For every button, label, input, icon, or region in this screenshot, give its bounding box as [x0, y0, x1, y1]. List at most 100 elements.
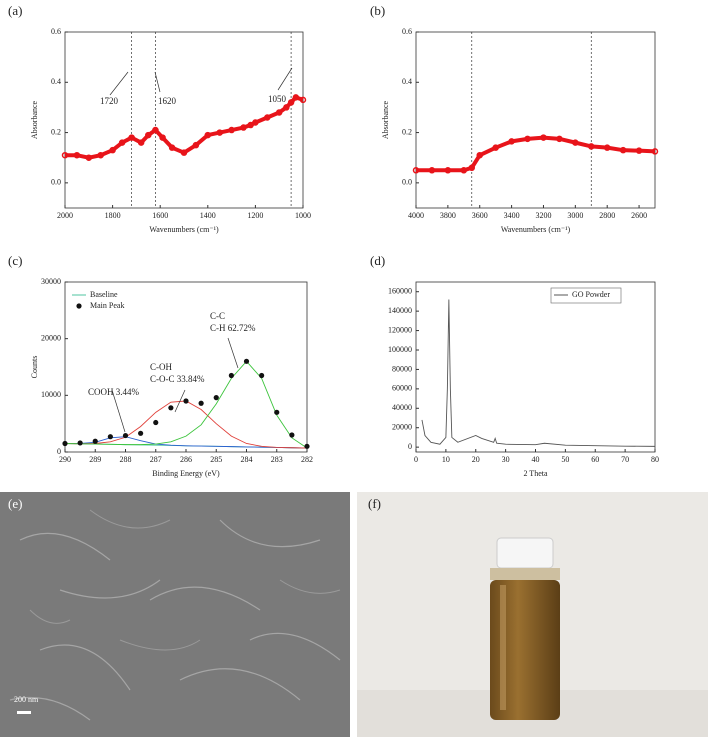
data-point	[198, 400, 204, 406]
data-point	[92, 438, 98, 444]
annotation: C-H 62.72%	[210, 323, 256, 333]
data-point	[476, 151, 483, 159]
x-tick-label: 282	[301, 455, 313, 464]
data-point	[588, 143, 595, 150]
panel-label: (f)	[368, 496, 381, 511]
data-point	[77, 440, 83, 446]
data-point	[264, 114, 271, 121]
series-line	[416, 135, 656, 173]
annotation-arrow	[174, 389, 186, 413]
data-point	[572, 139, 579, 146]
data-point	[492, 144, 499, 151]
x-tick-label: 3600	[472, 211, 488, 220]
y-tick-label: 0.4	[402, 77, 412, 86]
data-point	[540, 134, 547, 141]
x-tick-label: 2000	[57, 211, 73, 220]
annotation-arrow	[277, 67, 293, 91]
y-tick-label: 0.4	[51, 77, 61, 86]
series-line	[65, 95, 304, 160]
y-tick-label: 0.2	[402, 127, 412, 136]
data-point	[283, 104, 290, 111]
x-tick-label: 60	[591, 455, 599, 464]
x-tick-label: 70	[621, 455, 629, 464]
data-point	[289, 432, 295, 438]
annotation: C-OH	[150, 362, 172, 372]
x-tick-label: 2800	[599, 211, 615, 220]
data-point	[508, 138, 515, 145]
data-point	[97, 151, 104, 159]
plot-frame	[64, 31, 304, 209]
y-tick-label: 0.6	[402, 27, 412, 36]
data-point	[299, 96, 307, 104]
x-tick-label: 1400	[200, 211, 216, 220]
annotation: C-O-C 33.84%	[150, 374, 205, 384]
data-point	[259, 372, 265, 379]
y-tick-label: 140000	[388, 306, 412, 315]
x-axis-label: 2 Theta	[523, 469, 548, 478]
data-point	[619, 146, 627, 154]
y-tick-label: 0	[57, 447, 61, 456]
y-tick-label: 0.0	[402, 178, 412, 187]
y-tick-label: 40000	[392, 403, 412, 412]
plot-frame	[415, 31, 656, 209]
data-point	[304, 443, 310, 449]
x-tick-label: 288	[120, 455, 132, 464]
panel-label: (e)	[8, 496, 22, 511]
annotation: 1050	[268, 94, 287, 104]
data-point	[118, 139, 126, 146]
data-point	[122, 432, 129, 439]
scale-bar-label: 200 nm	[14, 695, 39, 704]
data-point	[216, 129, 223, 136]
y-tick-label: 0	[408, 442, 412, 451]
data-point	[228, 126, 235, 134]
x-tick-label: 40	[532, 455, 540, 464]
y-tick-label: 10000	[41, 390, 61, 399]
vial-photo: (f)	[357, 492, 708, 737]
data-point	[603, 144, 611, 151]
data-point	[153, 419, 159, 426]
data-point	[247, 121, 254, 129]
annotation-arrow	[109, 71, 129, 96]
x-tick-label: 1200	[247, 211, 263, 220]
data-point	[180, 149, 188, 156]
x-tick-label: 1800	[105, 211, 121, 220]
data-point	[192, 141, 200, 149]
data-point	[412, 167, 420, 174]
data-point	[138, 430, 144, 436]
x-tick-label: 2600	[631, 211, 647, 220]
x-axis-label: Wavenumbers (cm⁻¹)	[501, 225, 571, 234]
x-tick-label: 0	[414, 455, 418, 464]
annotation: C-C	[210, 311, 225, 321]
data-point	[287, 99, 295, 106]
legend-label: Main Peak	[90, 301, 124, 310]
annotation-arrow	[111, 389, 126, 433]
x-tick-label: 3000	[567, 211, 583, 220]
data-point	[145, 131, 152, 139]
data-point	[240, 124, 247, 131]
data-point	[85, 154, 93, 161]
data-point	[468, 164, 476, 172]
sem-image: (e) 200 nm	[0, 492, 350, 737]
x-tick-label: 50	[561, 455, 569, 464]
chart: (c) 290 289 288 287 286 285 284 283 282 0 10000 2000…	[8, 253, 313, 478]
y-tick-label: 120000	[388, 325, 412, 334]
data-point	[556, 135, 563, 143]
data-point	[213, 395, 219, 401]
data-point	[275, 109, 283, 116]
y-tick-label: 0.0	[51, 178, 61, 187]
x-tick-label: 287	[150, 455, 162, 464]
series-line	[65, 436, 308, 449]
data-point	[159, 134, 166, 141]
legend-box	[69, 288, 139, 314]
annotation-arrow	[227, 337, 239, 369]
legend-label: GO Powder	[572, 290, 610, 299]
x-tick-label: 1000	[295, 211, 311, 220]
y-tick-label: 0.2	[51, 127, 61, 136]
data-point	[137, 139, 145, 146]
x-tick-label: 285	[210, 455, 222, 464]
data-point	[73, 151, 81, 159]
x-tick-label: 3400	[504, 211, 520, 220]
data-point	[444, 167, 452, 174]
x-tick-label: 10	[442, 455, 450, 464]
